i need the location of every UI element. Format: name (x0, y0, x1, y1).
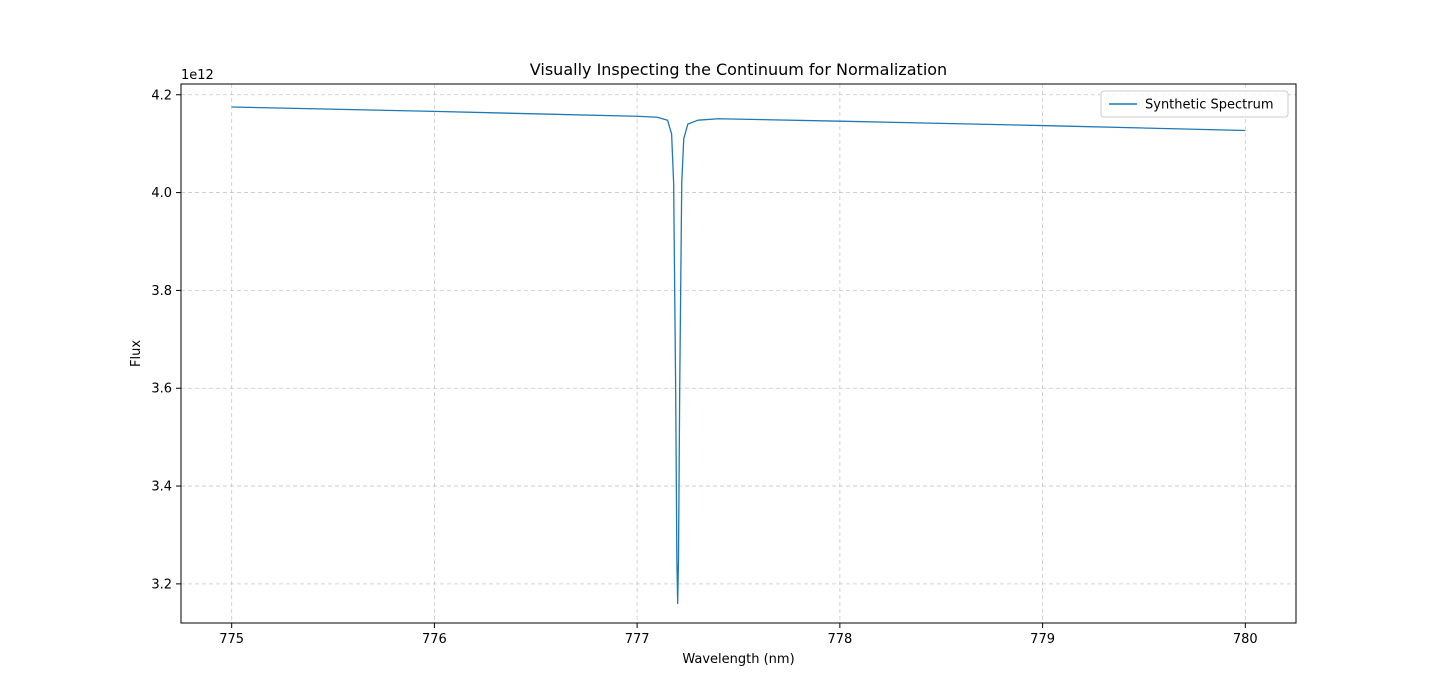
series-line-synthetic-spectrum (231, 106, 1246, 605)
x-tick-label: 775 (219, 632, 244, 647)
y-tick-label: 3.2 (151, 577, 172, 592)
x-tick-label: 780 (1233, 632, 1258, 647)
y-tick-label: 4.0 (151, 186, 172, 201)
x-tick-label: 776 (422, 632, 447, 647)
legend-box (1100, 90, 1289, 118)
y-tick-label: 3.8 (151, 284, 172, 299)
y-axis-label: Flux (129, 340, 144, 367)
y-tick-label: 3.6 (151, 382, 172, 397)
chart-title: Visually Inspecting the Continuum for No… (530, 60, 947, 79)
y-tick-label: 4.2 (151, 88, 172, 103)
y-offset-label: 1e12 (181, 68, 214, 83)
series-layer (231, 106, 1246, 605)
legend-entry-synthetic-spectrum: Synthetic Spectrum (1145, 98, 1274, 113)
ticks: 775 776 777 778 779 780 3.2 3.4 3.6 3.8 4.0 4.2 (151, 88, 1257, 647)
grid (181, 84, 1296, 623)
x-tick-label: 779 (1030, 632, 1055, 647)
legend: Synthetic Spectrum (1100, 90, 1289, 118)
y-tick-label: 3.4 (151, 480, 172, 495)
x-tick-label: 777 (625, 632, 650, 647)
x-axis-label: Wavelength (nm) (682, 652, 794, 667)
x-tick-label: 778 (827, 632, 852, 647)
plot-frame (180, 83, 1297, 624)
